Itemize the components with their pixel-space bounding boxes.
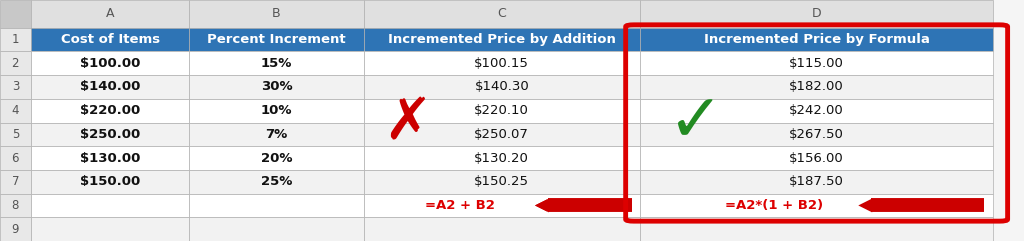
Bar [640,28,993,51]
Bar [0,28,31,51]
Bar [189,217,364,241]
Text: $220.10: $220.10 [474,104,529,117]
Bar [640,75,993,99]
Text: A: A [105,7,115,20]
Text: $140.30: $140.30 [474,80,529,94]
Bar [31,146,189,170]
Bar [31,28,189,51]
Text: $220.00: $220.00 [80,104,140,117]
Text: $182.00: $182.00 [790,80,844,94]
Bar [31,99,189,122]
Bar [0,170,31,194]
Bar [31,122,189,146]
Bar [31,170,189,194]
Text: D: D [812,7,821,20]
Bar [31,0,189,28]
Bar [364,217,640,241]
Bar [364,0,640,28]
Text: $267.50: $267.50 [790,128,844,141]
Text: Cost of Items: Cost of Items [60,33,160,46]
Bar [640,99,993,122]
Text: Incremented Price by Formula: Incremented Price by Formula [703,33,930,46]
Bar [640,146,993,170]
Bar [364,194,640,217]
Bar [0,146,31,170]
Bar [0,0,31,28]
Text: 9: 9 [11,223,19,236]
Text: 30%: 30% [261,80,292,94]
Bar [0,194,31,217]
Bar [189,0,364,28]
Text: $250.07: $250.07 [474,128,529,141]
Bar [364,122,640,146]
Bar [640,122,993,146]
Text: 5: 5 [11,128,19,141]
Text: 8: 8 [11,199,19,212]
Bar [31,75,189,99]
Bar [364,146,640,170]
Text: 20%: 20% [261,152,292,165]
Bar [189,28,364,51]
Text: C: C [498,7,506,20]
Bar [0,122,31,146]
Text: 2: 2 [11,57,19,70]
Bar [189,194,364,217]
Text: =A2*(1 + B2): =A2*(1 + B2) [725,199,823,212]
Text: $140.00: $140.00 [80,80,140,94]
Text: =A2 + B2: =A2 + B2 [425,199,496,212]
Text: 15%: 15% [261,57,292,70]
Text: Percent Increment: Percent Increment [207,33,346,46]
Text: ✗: ✗ [383,94,432,151]
Bar [0,51,31,75]
Text: B: B [272,7,281,20]
Bar [0,217,31,241]
Text: 25%: 25% [261,175,292,188]
Bar [640,51,993,75]
Bar [364,28,640,51]
Bar [640,194,993,217]
Bar [364,170,640,194]
Bar [640,170,993,194]
Text: ✓: ✓ [667,89,723,155]
Text: $100.15: $100.15 [474,57,529,70]
Text: $242.00: $242.00 [790,104,844,117]
Text: Incremented Price by Addition: Incremented Price by Addition [388,33,615,46]
Text: $150.25: $150.25 [474,175,529,188]
Bar [189,146,364,170]
Text: 7%: 7% [265,128,288,141]
Text: $250.00: $250.00 [80,128,140,141]
Text: $156.00: $156.00 [790,152,844,165]
Bar [0,99,31,122]
Text: $130.00: $130.00 [80,152,140,165]
Bar [189,51,364,75]
Bar [31,217,189,241]
Bar [31,194,189,217]
Bar [0,75,31,99]
Bar [31,51,189,75]
Text: $115.00: $115.00 [790,57,844,70]
Text: $100.00: $100.00 [80,57,140,70]
Text: 1: 1 [11,33,19,46]
Bar [640,217,993,241]
Bar [189,170,364,194]
Text: $187.50: $187.50 [790,175,844,188]
Bar [640,0,993,28]
Text: 10%: 10% [261,104,292,117]
Bar [189,99,364,122]
Text: 7: 7 [11,175,19,188]
Bar [189,75,364,99]
Text: 6: 6 [11,152,19,165]
Text: $150.00: $150.00 [80,175,140,188]
Text: $130.20: $130.20 [474,152,529,165]
Bar [189,122,364,146]
Text: 3: 3 [11,80,19,94]
Text: 4: 4 [11,104,19,117]
Bar [364,75,640,99]
Bar [364,99,640,122]
Bar [364,51,640,75]
